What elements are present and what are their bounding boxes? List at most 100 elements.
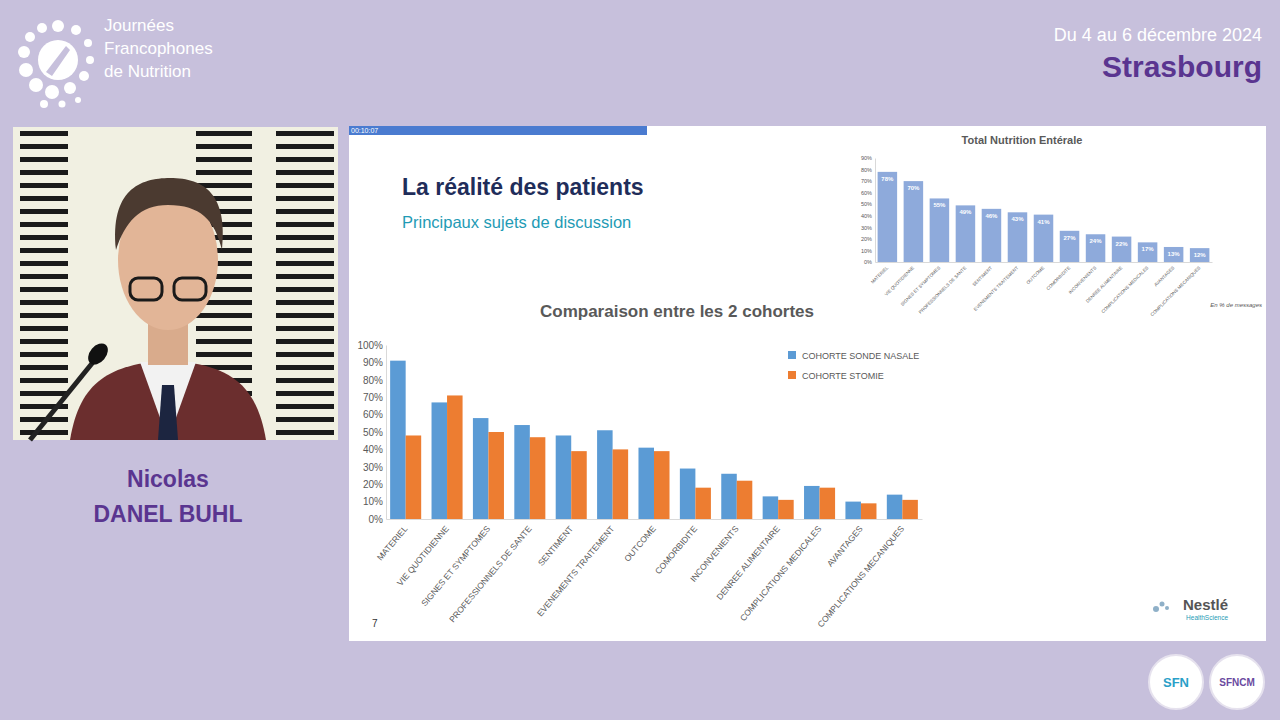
y-tick: 0% xyxy=(864,259,875,265)
wall-slat xyxy=(20,378,68,383)
y-tick: 40% xyxy=(363,444,386,455)
wall-slat xyxy=(20,170,68,175)
bar xyxy=(597,430,613,519)
x-tick-label: COMPLICATIONS MECANIQUES xyxy=(1150,265,1202,317)
event-city: Strasbourg xyxy=(1102,50,1262,83)
x-tick-label: COMPLICATIONS MECANIQUES xyxy=(815,524,906,630)
wall-slat xyxy=(20,144,68,149)
bar xyxy=(904,181,924,262)
y-tick: 100% xyxy=(357,340,386,351)
wall-slat xyxy=(20,274,68,279)
bar xyxy=(737,481,753,519)
chart-title: Total Nutrition Entérale xyxy=(962,134,1083,146)
data-label: 70% xyxy=(907,185,920,191)
wall-slat xyxy=(276,274,334,279)
logo-text: Journées xyxy=(104,16,174,35)
x-tick: SIGNES ET SYMPTOMES xyxy=(419,519,492,608)
x-tick: AVANTAGES xyxy=(1153,262,1175,288)
y-tick-label: 90% xyxy=(861,155,872,161)
x-tick: MATERIEL xyxy=(375,519,410,562)
bar xyxy=(680,469,696,519)
logo-dot xyxy=(45,85,59,99)
data-label: 12% xyxy=(1194,252,1207,258)
wall-slat xyxy=(276,209,334,214)
speaker-body xyxy=(70,360,266,440)
data-label: 22% xyxy=(1116,241,1129,247)
wall-slat xyxy=(196,144,252,149)
y-tick: 10% xyxy=(363,496,386,507)
data-label: 13% xyxy=(1168,251,1181,257)
data-label: 17% xyxy=(1142,246,1155,252)
y-tick-label: 70% xyxy=(363,392,383,403)
logo-dot xyxy=(29,78,43,92)
data-label: 27% xyxy=(1064,235,1077,241)
x-tick: PROFESSIONNELS DE SANTE xyxy=(918,262,968,315)
wall-slat xyxy=(20,183,68,188)
wall-slat xyxy=(20,352,68,357)
y-tick-label: 70% xyxy=(861,178,872,184)
wall-slat xyxy=(20,196,68,201)
y-tick: 50% xyxy=(363,427,386,438)
brand-name: Nestlé xyxy=(1183,596,1228,613)
x-tick: OUTCOME xyxy=(1026,262,1046,285)
y-tick-label: 10% xyxy=(363,496,383,507)
wall-slat xyxy=(20,313,68,318)
legend-swatch xyxy=(788,351,796,359)
y-tick-label: 90% xyxy=(363,357,383,368)
wall-slat xyxy=(196,170,252,175)
y-tick: 20% xyxy=(861,236,875,242)
x-tick-label: OUTCOME xyxy=(1026,265,1046,285)
wall-slat xyxy=(276,365,334,370)
data-label: 55% xyxy=(933,202,946,208)
wall-slat xyxy=(20,261,68,266)
y-tick-label: 40% xyxy=(363,444,383,455)
y-tick: 90% xyxy=(861,155,875,161)
bar xyxy=(488,432,504,519)
x-tick-label: SIGNES ET SYMPTOMES xyxy=(419,524,492,609)
bar xyxy=(390,361,406,519)
y-tick-label: 60% xyxy=(861,190,872,196)
data-label: 41% xyxy=(1037,219,1050,225)
x-tick: EVENEMENTS TRAITEMENT xyxy=(535,519,617,618)
wall-slat xyxy=(20,430,68,435)
logo-center xyxy=(38,40,78,80)
chart: Comparaison entre les 2 cohortes0%10%20%… xyxy=(357,302,922,629)
bars xyxy=(878,172,1210,262)
y-tick: 30% xyxy=(363,462,386,473)
legend-label: COHORTE SONDE NASALE xyxy=(802,351,919,361)
wall-slat xyxy=(276,183,334,188)
wall-slat xyxy=(20,222,68,227)
bar xyxy=(887,495,903,519)
y-tick-label: 50% xyxy=(363,427,383,438)
bar xyxy=(1086,234,1106,262)
x-tick-label: AVANTAGES xyxy=(825,524,865,569)
bar xyxy=(654,451,670,519)
bar xyxy=(1034,215,1054,262)
x-tick-label: COMORBIDITE xyxy=(1045,265,1071,291)
y-tick-label: 100% xyxy=(357,340,383,351)
speaker-name: Nicolas xyxy=(127,466,209,492)
x-tick-label: COMPLICATIONS MEDICALES xyxy=(738,524,824,624)
speaker-tie xyxy=(158,385,178,440)
brand-dot xyxy=(1160,602,1165,607)
timer: 00:10:07 xyxy=(351,127,378,134)
wall-slat xyxy=(20,131,68,136)
bar xyxy=(638,448,654,519)
y-tick: 30% xyxy=(861,225,875,231)
y-tick: 40% xyxy=(861,213,875,219)
x-tick-label: SENTIMENT xyxy=(536,524,575,568)
brand-logo: NestléHealthScience xyxy=(1153,596,1228,621)
bars xyxy=(390,361,918,519)
wall-slat xyxy=(276,144,334,149)
logo-dot xyxy=(75,97,81,103)
logo-dot xyxy=(19,63,33,77)
x-tick: PROFESSIONNELS DE SANTE xyxy=(447,519,534,624)
y-tick-label: 20% xyxy=(861,236,872,242)
brand-sub: HealthScience xyxy=(1186,614,1228,621)
wall-slat xyxy=(276,404,334,409)
x-tick: COMPLICATIONS MEDICALES xyxy=(738,519,824,623)
data-labels: 78%70%55%49%46%43%41%27%24%22%17%13%12% xyxy=(881,176,1206,258)
wall-slat xyxy=(276,352,334,357)
x-tick-label: COMPLICATIONS MEDICALES xyxy=(1100,265,1149,314)
wall-slat xyxy=(276,313,334,318)
